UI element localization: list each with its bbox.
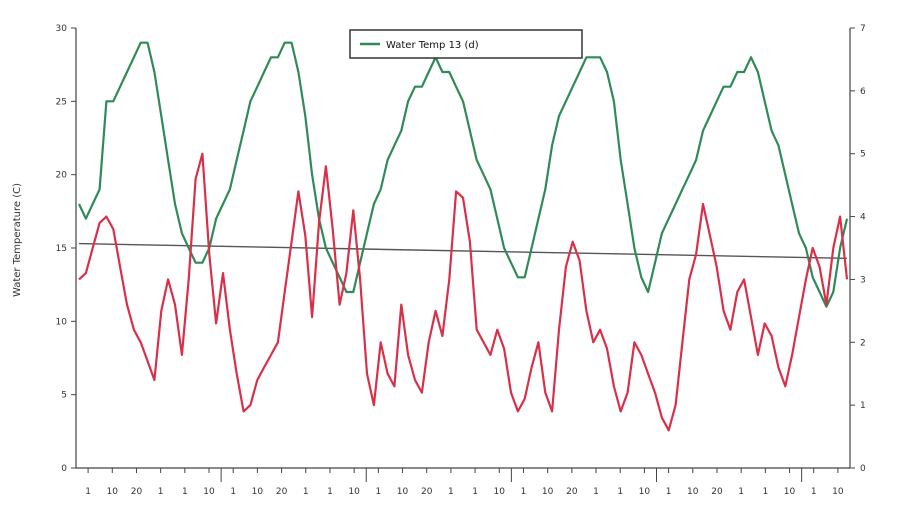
x-tick-label: 1 <box>593 487 599 497</box>
series-group <box>78 41 849 432</box>
x-tick-label: 10 <box>252 487 264 497</box>
y-right-tick-label: 4 <box>860 213 866 223</box>
x-tick-label: 1 <box>811 487 817 497</box>
y-left-axis-title: Water Temperature (C) <box>12 183 23 297</box>
x-tick-label: 10 <box>687 487 699 497</box>
legend: Water Temp 13 (d) <box>349 29 583 59</box>
legend-label: Water Temp 13 (d) <box>386 40 479 51</box>
x-tick-label: 10 <box>832 487 844 497</box>
y-right-tick-label: 5 <box>860 150 866 160</box>
x-tick-label: 1 <box>738 487 744 497</box>
x-tick-label: 10 <box>107 487 119 497</box>
y-right-tick-label: 6 <box>860 87 866 97</box>
x-tick-label: 1 <box>472 487 478 497</box>
x-tick-label: 10 <box>542 487 554 497</box>
legend-box <box>349 29 583 59</box>
trend-line-1 <box>78 242 848 259</box>
x-tick-label: 20 <box>711 487 723 497</box>
x-ticks: 1 10 20 1 1 10 1 10 20 1 1 10 1 10 20 1 1 10 1 10 20 1 1 10 1 10 2… <box>85 468 844 497</box>
y-left-tick-label: 10 <box>56 317 68 327</box>
x-tick-label: 20 <box>421 487 433 497</box>
x-tick-label: 1 <box>230 487 236 497</box>
x-tick-label: 1 <box>617 487 623 497</box>
x-tick-label: 1 <box>762 487 768 497</box>
x-tick-label: 1 <box>666 487 672 497</box>
y-right-tick-label: 2 <box>860 338 866 348</box>
x-tick-label: 20 <box>276 487 288 497</box>
y-right-ticks: 0 1 2 3 4 5 6 7 <box>850 24 866 474</box>
x-tick-label: 1 <box>182 487 188 497</box>
x-tick-label: 1 <box>85 487 91 497</box>
y-left-tick-label: 15 <box>56 244 67 254</box>
y-right-tick-label: 7 <box>860 24 866 34</box>
x-tick-label: 1 <box>521 487 527 497</box>
x-tick-label: 10 <box>784 487 796 497</box>
y-right-tick-label: 3 <box>860 275 866 285</box>
y-left-tick-label: 5 <box>61 391 67 401</box>
series-line-1 <box>78 41 849 308</box>
y-left-tick-label: 0 <box>61 464 67 474</box>
x-tick-label: 1 <box>303 487 309 497</box>
y-right-tick-label: 0 <box>860 464 866 474</box>
x-tick-label: 1 <box>327 487 333 497</box>
x-tick-label: 10 <box>494 487 506 497</box>
y-left-tick-label: 30 <box>56 24 68 34</box>
x-tick-label: 1 <box>448 487 454 497</box>
series-line-2 <box>78 152 849 432</box>
x-tick-label: 10 <box>397 487 409 497</box>
trend-lines <box>78 242 848 259</box>
x-tick-label: 10 <box>348 487 360 497</box>
x-tick-label: 1 <box>158 487 164 497</box>
x-tick-label: 20 <box>131 487 143 497</box>
x-tick-label: 10 <box>639 487 651 497</box>
y-left-tick-label: 25 <box>56 97 67 107</box>
y-left-tick-label: 20 <box>56 171 68 181</box>
x-tick-label: 10 <box>203 487 215 497</box>
x-tick-label: 1 <box>375 487 381 497</box>
y-left-ticks: 0 5 10 15 20 25 30 <box>56 24 76 474</box>
y-right-tick-label: 1 <box>860 401 866 411</box>
x-tick-label: 20 <box>566 487 578 497</box>
